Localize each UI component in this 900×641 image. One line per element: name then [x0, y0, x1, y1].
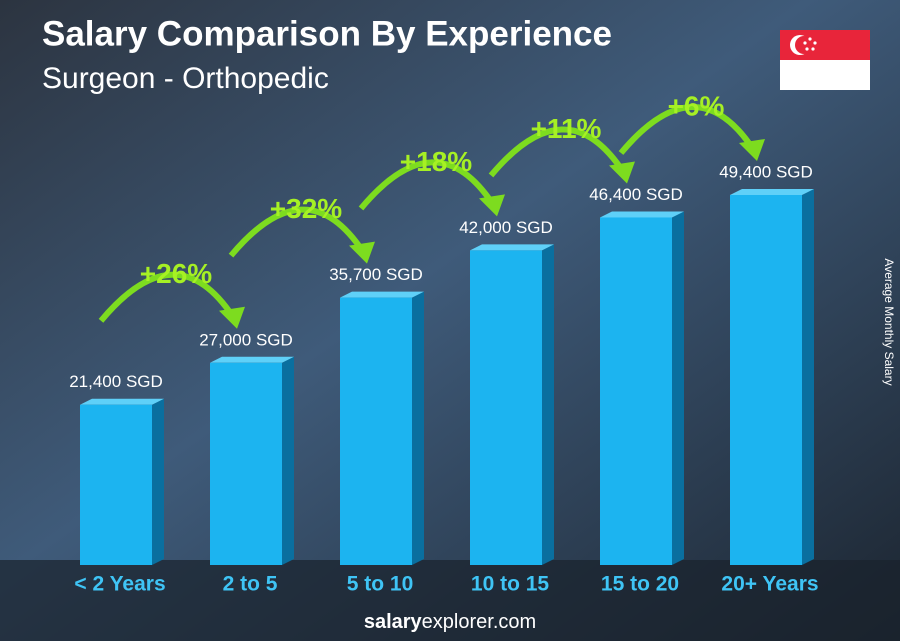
- change-arrowhead: [349, 241, 375, 264]
- chart-subtitle: Surgeon - Orthopedic: [42, 62, 329, 95]
- bar-side: [152, 398, 164, 565]
- bar-side: [282, 356, 294, 565]
- change-label: +18%: [400, 146, 472, 177]
- value-label: 49,400 SGD: [719, 162, 813, 181]
- floor: [0, 560, 900, 641]
- bar-top: [730, 189, 814, 195]
- x-tick-label: 10 to 15: [471, 573, 550, 596]
- x-tick-label: 15 to 20: [601, 573, 679, 596]
- change-label: +32%: [270, 193, 342, 224]
- change-arrow: [618, 104, 756, 155]
- bar-side: [672, 211, 684, 565]
- x-tick-label: 2 to 5: [223, 573, 278, 596]
- x-tick-label: 5 to 10: [347, 573, 414, 596]
- change-arrow: [98, 271, 236, 323]
- change-label: +26%: [140, 258, 212, 289]
- bar: [470, 250, 542, 565]
- bar: [340, 297, 412, 565]
- value-label: 21,400 SGD: [69, 372, 163, 391]
- bar-top: [80, 398, 164, 405]
- footer-domain: explorer.com: [422, 611, 537, 633]
- bar-side: [802, 189, 814, 565]
- y-axis-label: Average Monthly Salary: [882, 258, 896, 385]
- change-arrowhead: [609, 161, 635, 184]
- bar: [80, 404, 152, 565]
- change-arrowhead: [739, 139, 765, 161]
- bar: [210, 362, 282, 565]
- bar-side: [412, 291, 424, 565]
- flag: [780, 30, 870, 90]
- bar: [600, 217, 672, 565]
- x-tick-label: < 2 Years: [74, 573, 165, 596]
- change-arrow: [488, 126, 626, 178]
- change-arrowhead: [479, 194, 505, 217]
- bar: [730, 195, 802, 565]
- bar-top: [600, 211, 684, 218]
- value-label: 46,400 SGD: [589, 185, 683, 204]
- bar-top: [470, 244, 554, 251]
- footer-brand: salary: [364, 611, 423, 633]
- footer: salaryexplorer.com: [364, 611, 536, 633]
- value-label: 35,700 SGD: [329, 265, 423, 284]
- bar-side: [542, 244, 554, 565]
- bar-top: [340, 291, 424, 298]
- change-arrow: [358, 159, 496, 211]
- value-label: 27,000 SGD: [199, 330, 293, 349]
- change-arrow: [228, 206, 366, 258]
- value-label: 42,000 SGD: [459, 218, 553, 237]
- change-label: +6%: [668, 90, 725, 121]
- chart-title: Salary Comparison By Experience: [42, 14, 612, 53]
- x-tick-label: 20+ Years: [721, 573, 818, 596]
- bar-top: [210, 356, 294, 363]
- change-label: +11%: [531, 113, 602, 144]
- change-arrowhead: [219, 306, 245, 329]
